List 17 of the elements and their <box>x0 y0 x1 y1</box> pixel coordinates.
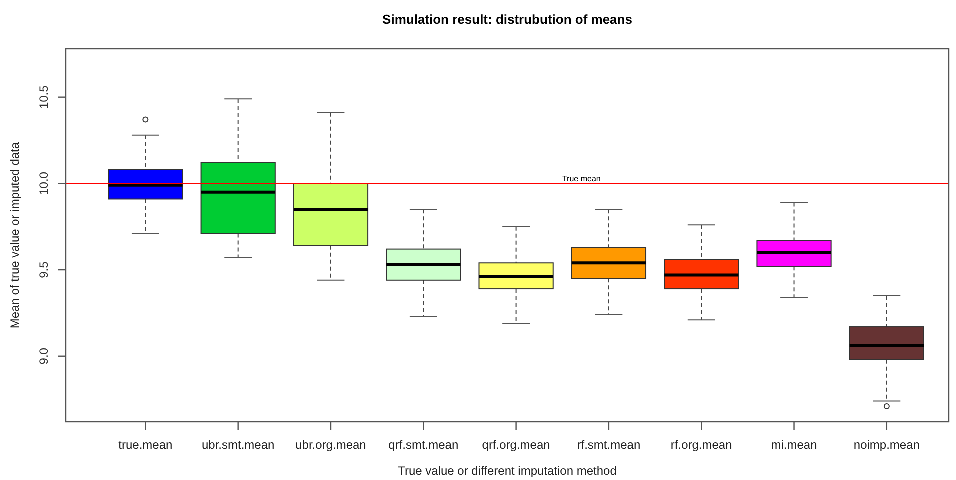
x-tick-label: rf.smt.mean <box>577 438 641 452</box>
ref-line-label: True mean <box>562 174 601 184</box>
y-axis-title: Mean of true value or imputed data <box>8 142 22 329</box>
x-tick-label: ubr.smt.mean <box>202 438 275 452</box>
y-tick-label: 9.5 <box>37 261 51 278</box>
y-tick-label: 10.0 <box>37 172 51 196</box>
chart-title: Simulation result: distrubution of means <box>382 12 632 27</box>
x-tick-label: true.mean <box>118 438 173 452</box>
y-tick-label: 10.5 <box>37 85 51 110</box>
x-tick-label: noimp.mean <box>854 438 920 452</box>
x-tick-label: ubr.org.mean <box>296 438 366 452</box>
x-tick-label: rf.org.mean <box>670 438 732 452</box>
x-tick-label: mi.mean <box>771 438 818 452</box>
x-tick-label: qrf.org.mean <box>482 438 550 452</box>
y-tick-label: 9.0 <box>37 348 51 365</box>
x-axis-title: True value or different imputation method <box>398 464 617 478</box>
x-tick-label: qrf.smt.mean <box>388 438 459 452</box>
